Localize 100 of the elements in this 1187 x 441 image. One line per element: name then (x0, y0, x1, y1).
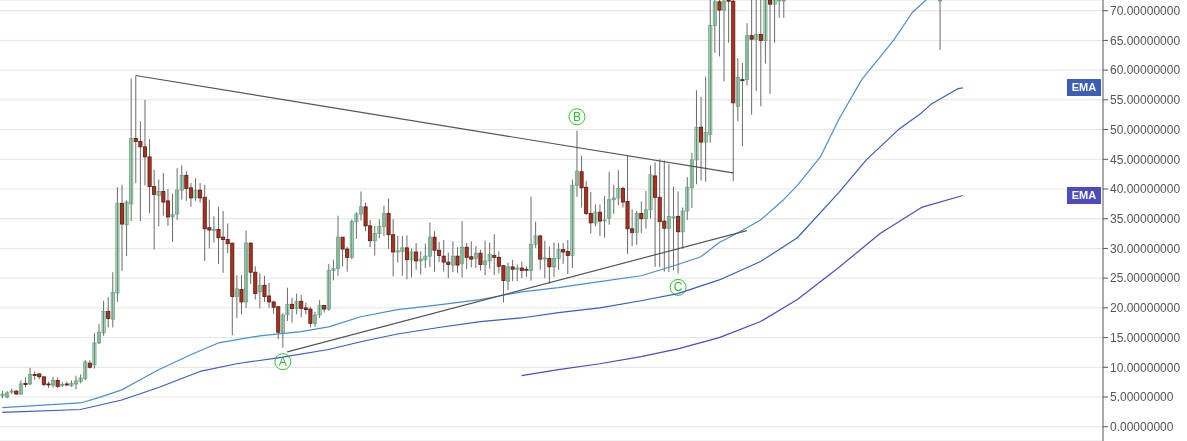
line-series (521, 194, 964, 377)
candlestick (294, 293, 299, 315)
candlestick (694, 89, 699, 185)
candlestick (542, 240, 547, 279)
candlestick (60, 381, 65, 388)
text: B (572, 109, 581, 124)
candlestick (763, 0, 768, 65)
candlestick (106, 296, 111, 328)
candlestick (735, 57, 740, 122)
candlestick (781, 0, 786, 19)
y-tick-label: 35.00000000 (1110, 211, 1181, 226)
text: EMA (1067, 186, 1101, 204)
candlestick (634, 210, 639, 246)
candlestick (758, 0, 763, 107)
candlestick (400, 235, 405, 277)
y-tick-label: 70.00000000 (1110, 3, 1181, 18)
candlestick (597, 203, 602, 237)
candlestick (165, 188, 170, 227)
candlestick (179, 164, 184, 201)
candlestick (170, 193, 175, 243)
candlestick (570, 178, 575, 269)
candlestick (699, 96, 704, 182)
candlestick (129, 77, 134, 222)
candlestick (418, 250, 423, 276)
candlestick (234, 274, 239, 319)
candlestick (588, 191, 593, 235)
candlestick (280, 312, 285, 349)
candlestick (101, 300, 106, 337)
candlestick (414, 242, 419, 271)
candlestick (331, 259, 336, 282)
candlestick (326, 263, 331, 312)
candlestick (69, 379, 74, 388)
candlestick (547, 246, 552, 284)
y-tick-label: 0.00000000 (1110, 420, 1174, 434)
candlestick (749, 0, 754, 116)
candlestick (9, 388, 14, 395)
candlestick (561, 242, 566, 265)
candlestick (211, 215, 216, 243)
candlestick (110, 271, 115, 328)
candlestick (119, 184, 124, 272)
candlestick (308, 306, 313, 328)
y-tick-label: 50.00000000 (1110, 122, 1181, 137)
candlestick (745, 22, 750, 87)
candlestick (574, 130, 579, 198)
y-tick-label: 25.00000000 (1110, 271, 1181, 286)
candlestick (51, 376, 56, 389)
candlestick (712, 0, 717, 54)
candlestick (653, 161, 658, 268)
y-tick-label: 30.00000000 (1110, 241, 1181, 256)
candlestick (0, 390, 5, 399)
candlestick (395, 235, 400, 264)
candlestick (754, 0, 759, 92)
y-tick-label: 40.00000000 (1110, 182, 1181, 197)
candlestick (336, 215, 340, 277)
candlestick (938, 0, 943, 51)
candlestick (671, 186, 676, 271)
candlestick (473, 245, 478, 269)
candlestick (552, 241, 556, 278)
candlestick (317, 299, 322, 319)
candlestick (358, 190, 363, 221)
candlestick (354, 211, 359, 240)
candlestick (156, 178, 161, 227)
candlestick (404, 234, 409, 280)
candlestick (5, 390, 10, 399)
candlestick (483, 240, 488, 276)
candlestick (349, 218, 354, 260)
candlestick (565, 239, 570, 275)
candlestick (381, 205, 386, 237)
text: C (673, 280, 683, 295)
candlestick (602, 195, 607, 239)
candlestick (607, 171, 612, 226)
candlestick (515, 263, 520, 282)
candlestick (175, 167, 180, 221)
text: A (278, 354, 287, 369)
candlestick (92, 332, 97, 369)
candlestick (285, 287, 290, 322)
y-tick-label: 55.00000000 (1110, 93, 1181, 108)
candlestick (313, 311, 318, 328)
text: EMA (1067, 78, 1101, 96)
candlestick (377, 218, 382, 239)
candlestick (676, 190, 681, 274)
candlestick (115, 186, 120, 303)
candlestick (648, 164, 653, 220)
candlestick (372, 225, 377, 257)
candlestick (193, 177, 198, 202)
candlestick (777, 0, 782, 19)
candlestick (680, 206, 685, 250)
y-tick-label: 10.00000000 (1110, 360, 1181, 375)
candlestick (768, 0, 772, 95)
candlestick (450, 240, 455, 273)
candlestick (97, 323, 102, 345)
line-series (1, 0, 927, 409)
candlestick (487, 241, 492, 270)
candlestick (74, 375, 79, 390)
y-tick-label: 20.00000000 (1110, 301, 1181, 316)
y-tick-label: 45.00000000 (1110, 152, 1181, 167)
candlestick (556, 242, 561, 271)
candlestick (427, 221, 432, 268)
candlestick (299, 294, 304, 318)
candlestick (83, 359, 88, 381)
